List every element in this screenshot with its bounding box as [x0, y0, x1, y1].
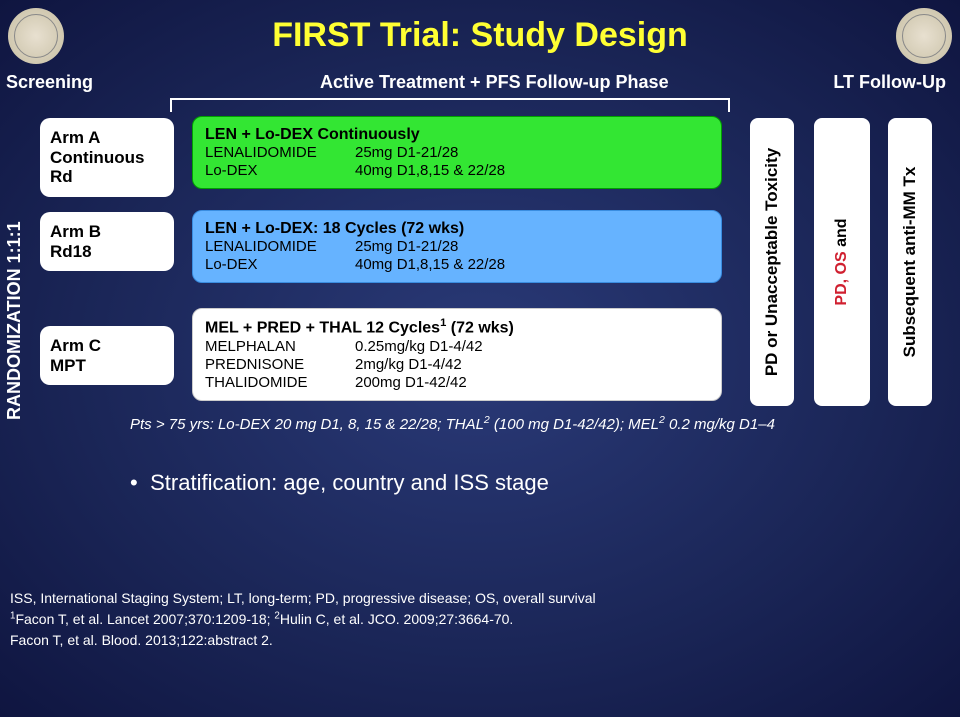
- treatment-c-row2: THALIDOMIDE 200mg D1-42/42: [205, 374, 709, 392]
- legend-l2-post: Hulin C, et al. JCO. 2009;27:3664-70.: [280, 611, 513, 627]
- treatment-a-row0: LENALIDOMIDE 25mg D1-21/28: [205, 144, 709, 162]
- legend: ISS, International Staging System; LT, l…: [10, 588, 940, 651]
- arm-b-line2: Rd18: [50, 242, 164, 262]
- vertical-outcome-box: PD, OS and: [814, 118, 870, 406]
- arm-a-line1: Arm A: [50, 128, 164, 148]
- treatment-c-row0: MELPHALAN 0.25mg/kg D1-4/42: [205, 338, 709, 356]
- legend-line1: ISS, International Staging System; LT, l…: [10, 588, 940, 609]
- treatment-c-header: MEL + PRED + THAL 12 Cycles1 (72 wks): [205, 317, 709, 338]
- arm-c-box: Arm C MPT: [40, 326, 174, 385]
- treatment-b-row0-drug: LENALIDOMIDE: [205, 238, 355, 256]
- treatment-b-row0-dose: 25mg D1-21/28: [355, 238, 709, 256]
- bullet-icon: •: [130, 470, 144, 496]
- treatment-c-row1-dose: 2mg/kg D1-4/42: [355, 356, 709, 374]
- treatment-a-header: LEN + Lo-DEX Continuously: [205, 125, 709, 144]
- treatment-c-row0-dose: 0.25mg/kg D1-4/42: [355, 338, 709, 356]
- treatment-c-header-post: (72 wks): [446, 319, 514, 336]
- seal-left-icon: [8, 8, 64, 64]
- treatment-c-row1: PREDNISONE 2mg/kg D1-4/42: [205, 356, 709, 374]
- vertical-outcome-text: PD, OS and: [833, 218, 851, 305]
- arm-b-line1: Arm B: [50, 222, 164, 242]
- legend-l2-mid: Facon T, et al. Lancet 2007;370:1209-18;: [15, 611, 274, 627]
- treatment-b-row1-dose: 40mg D1,8,15 & 22/28: [355, 256, 709, 274]
- phase-screening: Screening: [6, 72, 93, 93]
- treatment-b-header: LEN + Lo-DEX: 18 Cycles (72 wks): [205, 219, 709, 238]
- treatment-a-row1-drug: Lo-DEX: [205, 162, 355, 180]
- footnote-pts-mid: (100 mg D1-42/42); MEL: [490, 416, 659, 433]
- stratification: • Stratification: age, country and ISS s…: [130, 470, 549, 496]
- treatment-a-row1-dose: 40mg D1,8,15 & 22/28: [355, 162, 709, 180]
- treatment-c-row2-drug: THALIDOMIDE: [205, 374, 355, 392]
- stratification-text: Stratification: age, country and ISS sta…: [150, 470, 549, 495]
- vertical-outcome-prefix: PD, OS: [833, 251, 850, 305]
- treatment-b-box: LEN + Lo-DEX: 18 Cycles (72 wks) LENALID…: [192, 210, 722, 283]
- seal-right-icon: [896, 8, 952, 64]
- arm-a-box: Arm A Continuous Rd: [40, 118, 174, 197]
- vertical-sub-text: Subsequent anti-MM Tx: [900, 167, 920, 358]
- vertical-outcome-and: and: [833, 218, 850, 251]
- arm-c-line2: MPT: [50, 356, 164, 376]
- treatment-c-row1-drug: PREDNISONE: [205, 356, 355, 374]
- treatment-a-box: LEN + Lo-DEX Continuously LENALIDOMIDE 2…: [192, 116, 722, 189]
- treatment-c-box: MEL + PRED + THAL 12 Cycles1 (72 wks) ME…: [192, 308, 722, 401]
- footnote-pts: Pts > 75 yrs: Lo-DEX 20 mg D1, 8, 15 & 2…: [130, 414, 775, 433]
- treatment-a-row0-drug: LENALIDOMIDE: [205, 144, 355, 162]
- treatment-c-header-pre: MEL + PRED + THAL 12 Cycles: [205, 319, 440, 336]
- treatment-b-row1-drug: Lo-DEX: [205, 256, 355, 274]
- treatment-a-row1: Lo-DEX 40mg D1,8,15 & 22/28: [205, 162, 709, 180]
- arm-c-line1: Arm C: [50, 336, 164, 356]
- legend-line3: Facon T, et al. Blood. 2013;122:abstract…: [10, 630, 940, 651]
- arm-a-line2: Continuous Rd: [50, 148, 164, 187]
- phase-active: Active Treatment + PFS Follow-up Phase: [320, 72, 669, 93]
- phase-bracket: [170, 98, 730, 112]
- vertical-sub-box: Subsequent anti-MM Tx: [888, 118, 932, 406]
- phase-lt: LT Follow-Up: [833, 72, 946, 93]
- legend-line2: 1Facon T, et al. Lancet 2007;370:1209-18…: [10, 609, 940, 630]
- treatment-c-row2-dose: 200mg D1-42/42: [355, 374, 709, 392]
- randomization-label: RANDOMIZATION 1:1:1: [4, 221, 25, 420]
- footnote-pts-pre: Pts > 75 yrs: Lo-DEX 20 mg D1, 8, 15 & 2…: [130, 416, 484, 433]
- treatment-b-row0: LENALIDOMIDE 25mg D1-21/28: [205, 238, 709, 256]
- treatment-b-row1: Lo-DEX 40mg D1,8,15 & 22/28: [205, 256, 709, 274]
- vertical-pd-text: PD or Unacceptable Toxicity: [762, 148, 782, 376]
- footnote-pts-post: 0.2 mg/kg D1–4: [665, 416, 775, 433]
- vertical-pd-box: PD or Unacceptable Toxicity: [750, 118, 794, 406]
- arm-b-box: Arm B Rd18: [40, 212, 174, 271]
- treatment-a-row0-dose: 25mg D1-21/28: [355, 144, 709, 162]
- slide-title: FIRST Trial: Study Design: [0, 0, 960, 55]
- treatment-c-row0-drug: MELPHALAN: [205, 338, 355, 356]
